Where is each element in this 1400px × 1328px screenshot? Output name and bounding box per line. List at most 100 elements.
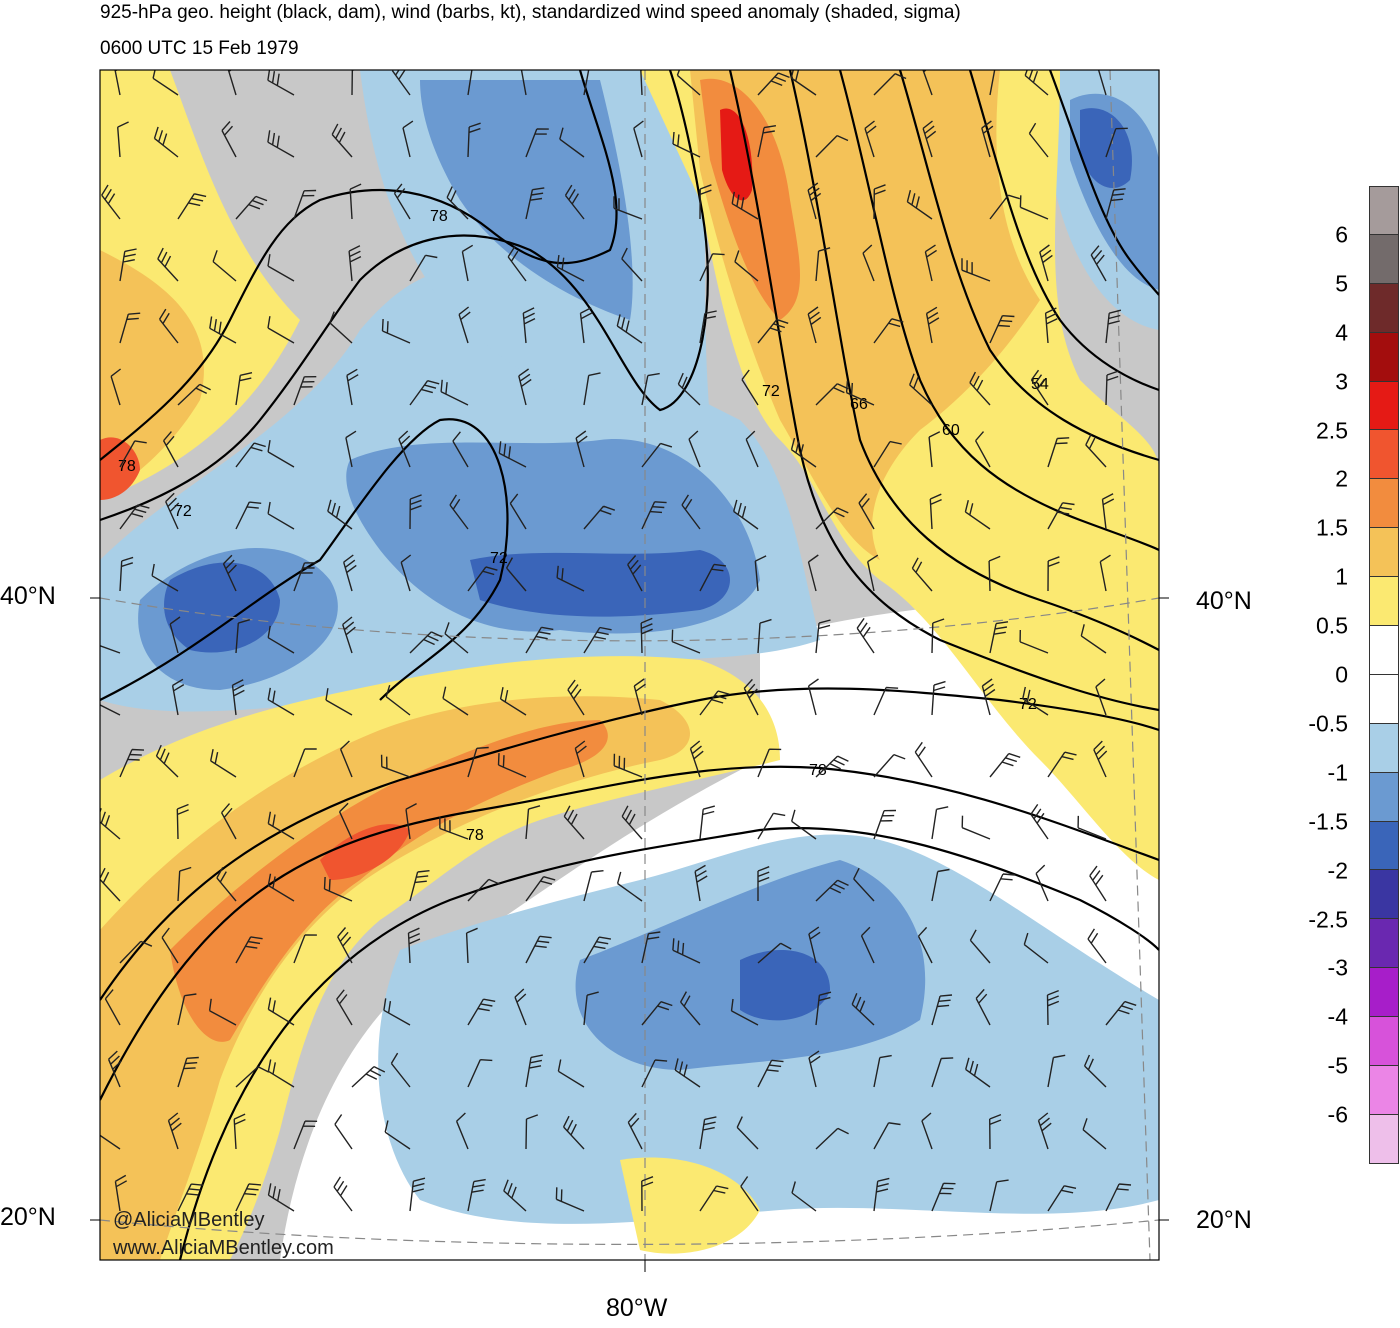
wind-barb (925, 306, 940, 344)
wind-barb (699, 1116, 717, 1150)
wind-barb (525, 1054, 543, 1088)
lat-line-40n (100, 597, 1159, 642)
colorbar-tick-label: 2.5 (1316, 417, 1348, 443)
wind-barb (525, 128, 549, 158)
lon-label-80w: 80°W (606, 1294, 668, 1322)
wind-barb (325, 688, 353, 716)
wind-barb (815, 879, 849, 902)
wind-barb (119, 504, 150, 530)
wind-barb (402, 120, 414, 158)
wind-barb (455, 1112, 469, 1150)
wind-barb (676, 70, 701, 96)
wind-barb (641, 1176, 654, 1212)
wind-barb (922, 120, 937, 158)
colorbar-tick-label: -6 (1327, 1101, 1348, 1128)
wind-barb (641, 501, 667, 530)
wind-barb (267, 687, 295, 716)
wind-barb (583, 505, 616, 530)
colorbar-tick-label: -2 (1327, 857, 1348, 884)
wind-barb (1047, 1185, 1077, 1212)
wind-barb (969, 929, 991, 964)
wind-barb (267, 811, 295, 840)
wind-barb (688, 430, 701, 468)
wind-barb (107, 1050, 122, 1088)
wind-barb (467, 1059, 493, 1088)
wind-barb (851, 993, 875, 1026)
colorbar-segment (1369, 186, 1399, 235)
wind-barb (503, 1179, 527, 1212)
wind-barb (293, 934, 317, 964)
wind-barb (169, 616, 181, 654)
wind-barb (858, 493, 875, 530)
wind-barb (989, 1179, 1009, 1212)
credit-handle: @AliciaMBentley (113, 1209, 265, 1231)
wind-barb (699, 310, 717, 344)
wind-barb (757, 812, 786, 840)
wind-barb (557, 1059, 585, 1088)
wind-barb (391, 70, 411, 96)
wind-barb (736, 1116, 759, 1150)
wind-barb (757, 125, 777, 158)
wind-barb (633, 678, 646, 716)
wind-barb (177, 1183, 204, 1212)
wind-barb (525, 187, 545, 220)
wind-barb (525, 805, 541, 840)
colorbar-tick-label: -1 (1327, 759, 1348, 786)
anomaly-pos-core (320, 824, 410, 880)
wind-barb (1083, 1054, 1107, 1088)
wind-barb (873, 184, 886, 220)
wind-barb (757, 1059, 784, 1088)
wind-barb (924, 244, 937, 282)
shaded-anomaly-layer (100, 70, 1159, 1260)
wind-barb (1089, 865, 1107, 902)
wind-barb (117, 121, 129, 158)
wind-barb (699, 690, 730, 716)
colorbar (1369, 186, 1399, 1164)
wind-barb (336, 989, 353, 1026)
colorbar-tick-label: -5 (1327, 1052, 1348, 1079)
wind-barb (505, 557, 527, 592)
wind-barb (975, 988, 991, 1026)
wind-barb (559, 127, 585, 158)
wind-barb (815, 134, 849, 158)
wind-barb (267, 439, 295, 468)
wind-barb (381, 318, 411, 344)
wind-barb (641, 372, 660, 406)
wind-barb (157, 247, 179, 282)
colorbar-tick-label: -1.5 (1308, 808, 1348, 835)
wind-barb (981, 678, 996, 716)
wind-barb (267, 625, 295, 654)
wind-barb (177, 866, 192, 902)
wind-barb (808, 926, 821, 964)
wind-barb (627, 1112, 643, 1150)
colorbar-segment (1369, 723, 1399, 773)
wind-barb (351, 1065, 386, 1088)
wind-barb (409, 1177, 426, 1212)
wind-barb (815, 507, 849, 530)
wind-barb (446, 186, 469, 220)
wind-barb (731, 191, 759, 220)
wind-barb (380, 754, 411, 778)
wind-barb (928, 431, 941, 468)
wind-barb (119, 748, 145, 778)
colorbar-segment (1369, 674, 1399, 724)
wind-barb (807, 678, 819, 716)
wind-barb (162, 431, 179, 468)
wind-barb (339, 740, 353, 778)
wind-barb (757, 72, 790, 96)
wind-barb (1082, 1118, 1107, 1150)
wind-barb (167, 1112, 182, 1150)
wind-barb (815, 991, 832, 1026)
contour-label: 72 (174, 503, 192, 520)
wind-barb (914, 741, 933, 778)
wind-barb (754, 555, 767, 592)
wind-barb (235, 372, 253, 406)
wind-barb (562, 1115, 585, 1150)
wind-barb (906, 190, 933, 220)
wind-barb (177, 1056, 199, 1088)
wind-barb (853, 867, 875, 902)
colorbar-tick-label: 6 (1335, 221, 1348, 248)
wind-barb (621, 247, 643, 282)
wind-barb (405, 802, 417, 840)
wind-barb (342, 616, 356, 654)
